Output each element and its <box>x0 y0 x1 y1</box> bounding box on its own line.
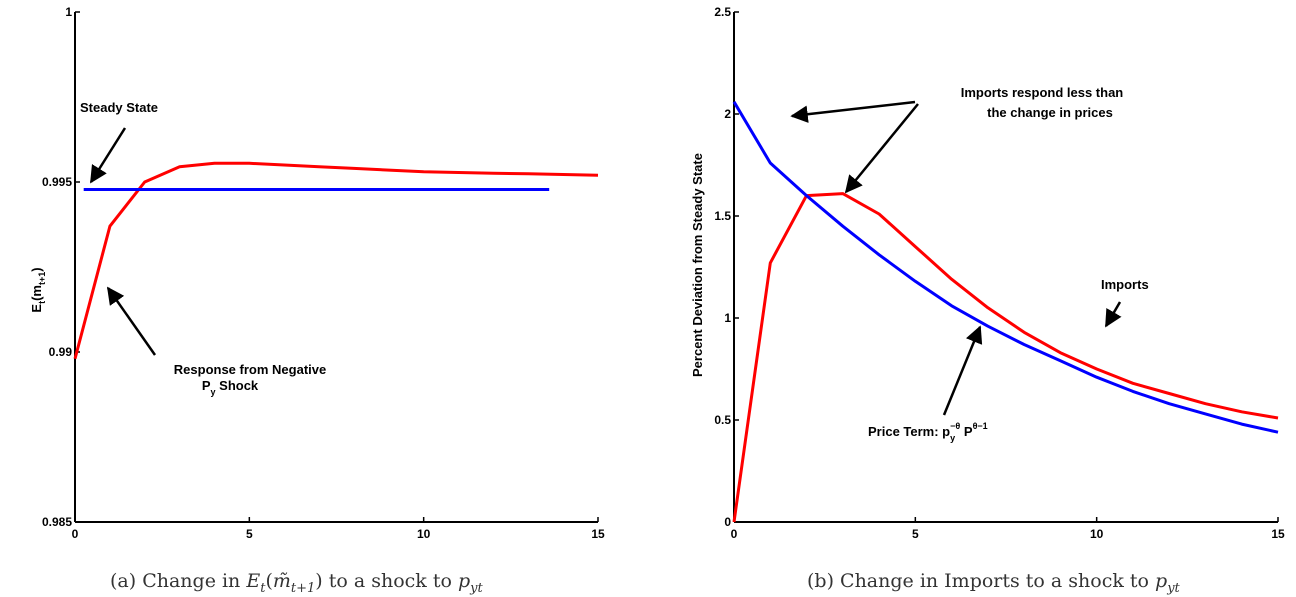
caption-b: (b) Change in Imports to a shock to pyt <box>807 570 1181 596</box>
chart-b-y-tick-label: 1 <box>724 311 731 325</box>
chart-b-axes: 0 5 10 15 0 0.5 1 1.5 2 2.5 <box>714 5 1285 541</box>
chart-b-x-tick-label: 15 <box>1271 527 1285 541</box>
chart-b-y-tick-label: 2 <box>724 107 731 121</box>
chart-b-series <box>732 101 1279 523</box>
chart-b-series-line-2 <box>732 101 1279 434</box>
chart-a-series-line-1 <box>73 161 599 360</box>
chart-a-y-tick-label: 0.99 <box>49 345 73 359</box>
chart-a-ylabel: Et(mt+1) <box>29 267 47 312</box>
response-label-line2: Py Shock <box>202 378 259 397</box>
chart-b-y-tick-label: 0.5 <box>714 413 731 427</box>
chart-b-ylabel: Percent Deviation from Steady State <box>690 153 705 377</box>
price-term-label: Price Term: py−θ Pθ−1 <box>868 421 988 443</box>
chart-a-series <box>73 161 599 360</box>
chart-b-y-tick-label: 2.5 <box>714 5 731 19</box>
steady-state-arrow <box>89 127 127 184</box>
chart-b-x-tick-label: 5 <box>912 527 919 541</box>
imports-label: Imports <box>1101 277 1149 292</box>
chart-a-x-tick-label: 10 <box>417 527 431 541</box>
chart-b-x-tick-label: 10 <box>1090 527 1104 541</box>
chart-b-x-tick-label: 0 <box>731 527 738 541</box>
imports-arrow <box>1104 301 1122 328</box>
price-term-arrow <box>942 325 983 416</box>
caption-a: (a) Change in Et(m̃t+1) to a shock to py… <box>110 570 484 596</box>
chart-a-y-tick-label: 1 <box>65 5 72 19</box>
chart-a: 0 5 10 15 0.985 0.99 0.995 1 Et(mt+1) Steady St… <box>29 5 605 596</box>
chart-a-x-tick-label: 15 <box>591 527 605 541</box>
imports-respond-label-line1: Imports respond less than <box>961 85 1124 100</box>
imports-respond-arrow-left <box>790 100 916 123</box>
imports-respond-arrow-down <box>844 103 919 194</box>
response-arrow <box>106 286 157 356</box>
chart-a-x-tick-label: 0 <box>72 527 79 541</box>
response-label-line1: Response from Negative <box>174 362 326 377</box>
chart-b-y-tick-label: 0 <box>724 515 731 529</box>
chart-a-y-tick-label: 0.985 <box>42 515 72 529</box>
chart-a-axes: 0 5 10 15 0.985 0.99 0.995 1 <box>42 5 605 541</box>
chart-a-y-tick-label: 0.995 <box>42 175 72 189</box>
chart-b-series-line-1 <box>732 192 1279 523</box>
chart-a-x-tick-label: 5 <box>246 527 253 541</box>
imports-respond-label-line2: the change in prices <box>987 105 1113 120</box>
steady-state-label: Steady State <box>80 100 158 115</box>
chart-b-y-tick-label: 1.5 <box>714 209 731 223</box>
chart-b: 0 5 10 15 0 0.5 1 1.5 2 2.5 Percent Deviation fro… <box>690 5 1285 596</box>
